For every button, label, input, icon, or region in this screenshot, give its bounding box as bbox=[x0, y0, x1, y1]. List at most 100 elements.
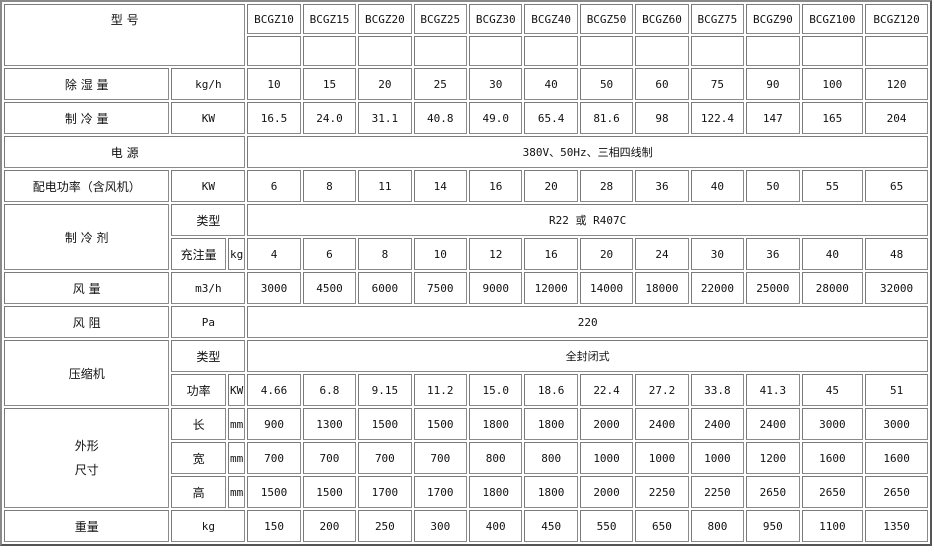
value-cell: 75 bbox=[690, 68, 745, 100]
value-cell: 1600 bbox=[801, 442, 864, 474]
value-cell: 950 bbox=[746, 510, 800, 542]
model-blank-cell bbox=[801, 36, 864, 66]
model-blank-cell bbox=[247, 36, 301, 66]
value-cell: 24.0 bbox=[302, 102, 357, 134]
value-cell: 2250 bbox=[635, 476, 689, 508]
value-cell: 1350 bbox=[865, 510, 928, 542]
sub-label: 充注量 bbox=[171, 238, 226, 270]
value-cell: 16 bbox=[524, 238, 578, 270]
unit-cell: kg bbox=[227, 238, 246, 270]
table-row-compressor: 压缩机 类型 全封闭式 bbox=[4, 340, 928, 406]
value-cell: 120 bbox=[865, 68, 928, 100]
value-cell: 6 bbox=[247, 170, 301, 202]
model-blank-cell bbox=[469, 36, 523, 66]
value-cell: 12 bbox=[469, 238, 523, 270]
model-blank-cell bbox=[579, 36, 634, 66]
sub-label: 功率 bbox=[171, 374, 226, 406]
table-row-airflow: 风 量 m3/h 3000 4500 6000 7500 9000 12000 14000 180… bbox=[4, 272, 928, 304]
unit-cell: KW bbox=[171, 102, 246, 134]
value-cell: 22.4 bbox=[579, 374, 634, 406]
model-blank-cell bbox=[635, 36, 689, 66]
value-cell: 1100 bbox=[801, 510, 864, 542]
table-row-air-resistance: 风 阻 Pa 220 bbox=[4, 306, 928, 338]
value-cell: 800 bbox=[524, 442, 578, 474]
value-cell: 150 bbox=[247, 510, 301, 542]
unit-cell: m3/h bbox=[171, 272, 246, 304]
table-row-dimensions: 宽 mm 700 700 700 700 800 800 1000 1000 1000 1200 160… bbox=[4, 442, 928, 474]
value-cell: 36 bbox=[635, 170, 689, 202]
unit-cell: kg bbox=[171, 510, 246, 542]
span-value: R22 或 R407C bbox=[247, 204, 928, 236]
table-row-weight: 重量 kg 150 200 250 300 400 450 550 650 800 950 1100 13… bbox=[4, 510, 928, 542]
value-cell: 20 bbox=[524, 170, 578, 202]
model-blank-cell bbox=[524, 36, 578, 66]
unit-cell: KW bbox=[227, 374, 246, 406]
model-name: BCGZ50 bbox=[579, 4, 634, 34]
model-blank-cell bbox=[690, 36, 745, 66]
value-cell: 15.0 bbox=[469, 374, 523, 406]
row-label: 重量 bbox=[4, 510, 170, 542]
value-cell: 14000 bbox=[579, 272, 634, 304]
model-name: BCGZ10 bbox=[247, 4, 301, 34]
value-cell: 2400 bbox=[690, 408, 745, 440]
value-cell: 40 bbox=[524, 68, 578, 100]
value-cell: 20 bbox=[358, 68, 412, 100]
row-label: 电 源 bbox=[4, 136, 246, 168]
value-cell: 2400 bbox=[746, 408, 800, 440]
value-cell: 1500 bbox=[302, 476, 357, 508]
value-cell: 65.4 bbox=[524, 102, 578, 134]
value-cell: 9000 bbox=[469, 272, 523, 304]
value-cell: 450 bbox=[524, 510, 578, 542]
model-name: BCGZ25 bbox=[413, 4, 468, 34]
value-cell: 400 bbox=[469, 510, 523, 542]
model-name: BCGZ30 bbox=[469, 4, 523, 34]
value-cell: 3000 bbox=[801, 408, 864, 440]
model-name: BCGZ15 bbox=[302, 4, 357, 34]
header-row: 型 号 BCGZ10 BCGZ15 BCGZ20 BCGZ25 BCGZ30 BCGZ40 B… bbox=[4, 4, 928, 66]
value-cell: 2650 bbox=[801, 476, 864, 508]
value-cell: 60 bbox=[635, 68, 689, 100]
sub-label: 类型 bbox=[171, 204, 246, 236]
value-cell: 3000 bbox=[865, 408, 928, 440]
value-cell: 1000 bbox=[635, 442, 689, 474]
value-cell: 24 bbox=[635, 238, 689, 270]
value-cell: 2250 bbox=[690, 476, 745, 508]
value-cell: 2650 bbox=[865, 476, 928, 508]
sub-label: 宽 bbox=[171, 442, 226, 474]
value-cell: 31.1 bbox=[358, 102, 412, 134]
value-cell: 81.6 bbox=[579, 102, 634, 134]
value-cell: 25000 bbox=[746, 272, 800, 304]
value-cell: 700 bbox=[413, 442, 468, 474]
table-row-compressor: 功率 KW 4.66 6.8 9.15 11.2 15.0 18.6 22.4 27.2 33.8 4… bbox=[4, 374, 928, 406]
span-value: 380V、50Hz、三相四线制 bbox=[247, 136, 928, 168]
value-cell: 11 bbox=[358, 170, 412, 202]
value-cell: 33.8 bbox=[690, 374, 745, 406]
unit-cell: mm bbox=[227, 442, 246, 474]
value-cell: 8 bbox=[302, 170, 357, 202]
model-blank-cell bbox=[302, 36, 357, 66]
value-cell: 1800 bbox=[469, 476, 523, 508]
value-cell: 30 bbox=[690, 238, 745, 270]
value-cell: 28 bbox=[579, 170, 634, 202]
model-name: BCGZ120 bbox=[865, 4, 928, 34]
row-label: 风 量 bbox=[4, 272, 170, 304]
value-cell: 40 bbox=[690, 170, 745, 202]
value-cell: 6000 bbox=[358, 272, 412, 304]
unit-cell: mm bbox=[227, 476, 246, 508]
value-cell: 650 bbox=[635, 510, 689, 542]
value-cell: 16.5 bbox=[247, 102, 301, 134]
value-cell: 800 bbox=[469, 442, 523, 474]
value-cell: 250 bbox=[358, 510, 412, 542]
value-cell: 50 bbox=[579, 68, 634, 100]
value-cell: 700 bbox=[302, 442, 357, 474]
value-cell: 36 bbox=[746, 238, 800, 270]
model-name: BCGZ90 bbox=[746, 4, 800, 34]
model-name: BCGZ40 bbox=[524, 4, 578, 34]
value-cell: 6 bbox=[302, 238, 357, 270]
value-cell: 22000 bbox=[690, 272, 745, 304]
value-cell: 48 bbox=[865, 238, 928, 270]
value-cell: 4 bbox=[247, 238, 301, 270]
row-label: 制 冷 量 bbox=[4, 102, 170, 134]
value-cell: 12000 bbox=[524, 272, 578, 304]
model-blank-cell bbox=[413, 36, 468, 66]
